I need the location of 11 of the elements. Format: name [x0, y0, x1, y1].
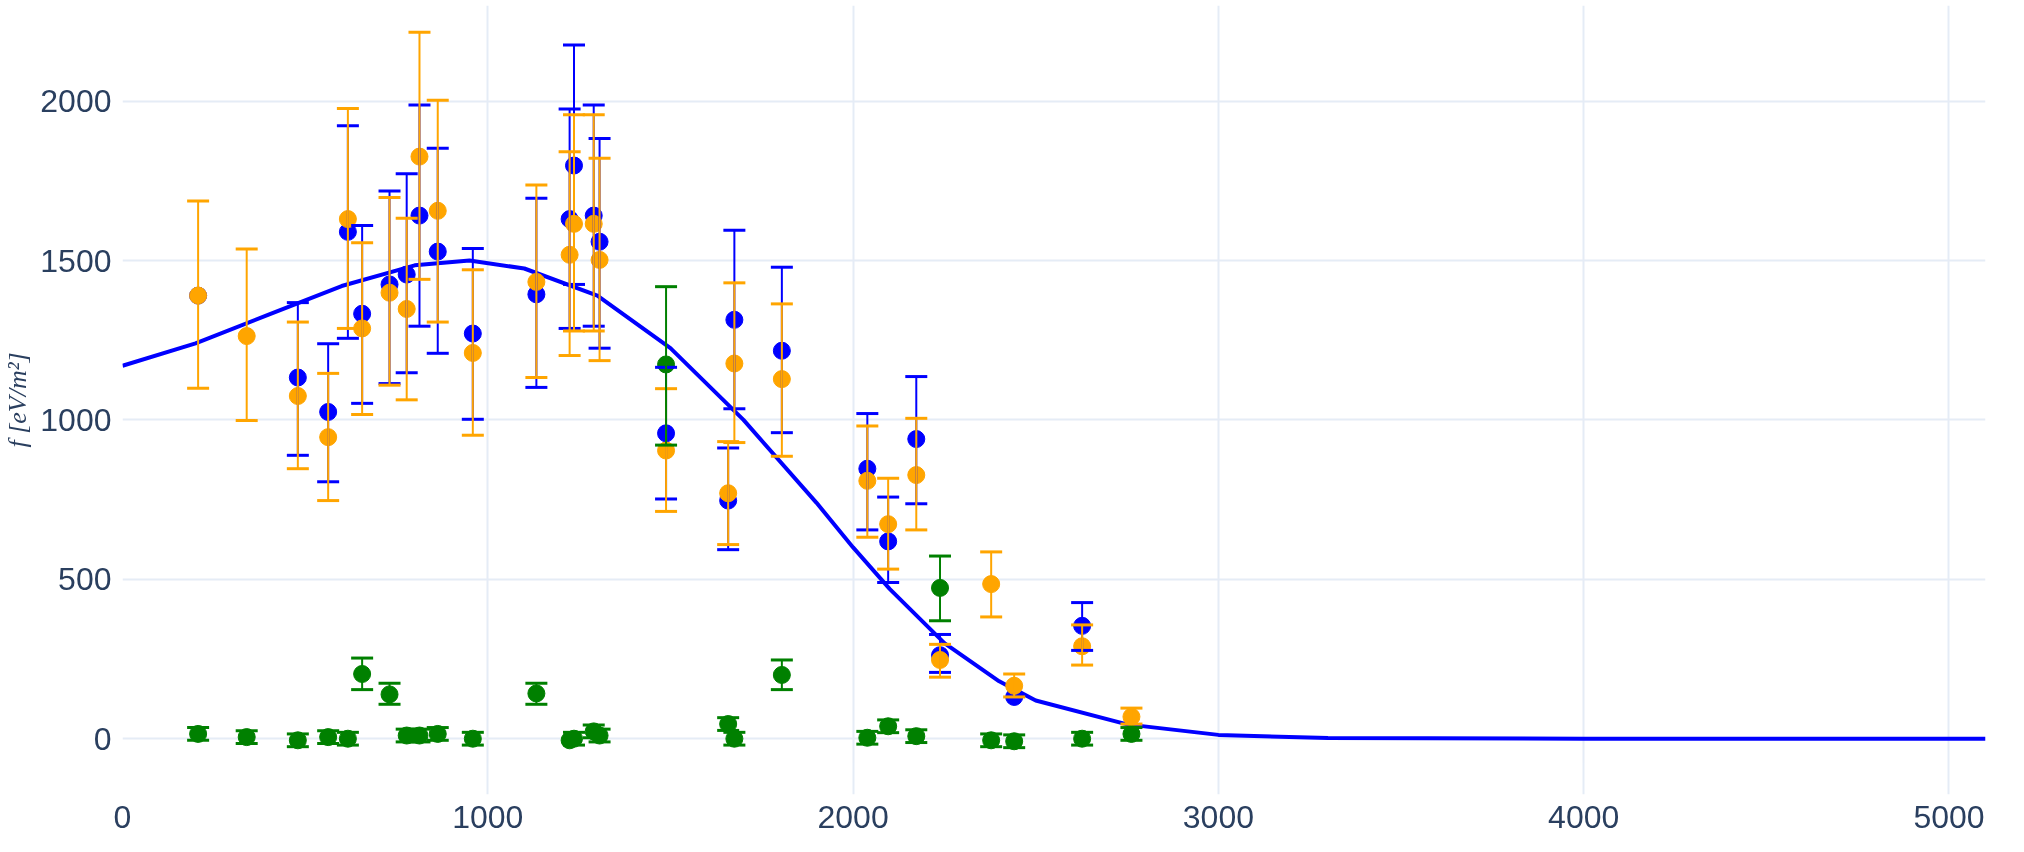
y-tick-label: 1500 [40, 242, 112, 279]
y-tick-label: 500 [58, 561, 112, 598]
x-tick-label: 5000 [1913, 798, 1985, 835]
x-tick-label: 2000 [817, 798, 889, 835]
y-tick-label: 1000 [40, 401, 112, 438]
y-tick-label: 2000 [40, 83, 112, 120]
y-axis-title: f [eV/m²] [3, 352, 33, 448]
x-tick-label: 3000 [1182, 798, 1254, 835]
y-tick-label: 0 [93, 720, 112, 757]
x-tick-label: 1000 [452, 798, 524, 835]
x-tick-label: 4000 [1548, 798, 1620, 835]
